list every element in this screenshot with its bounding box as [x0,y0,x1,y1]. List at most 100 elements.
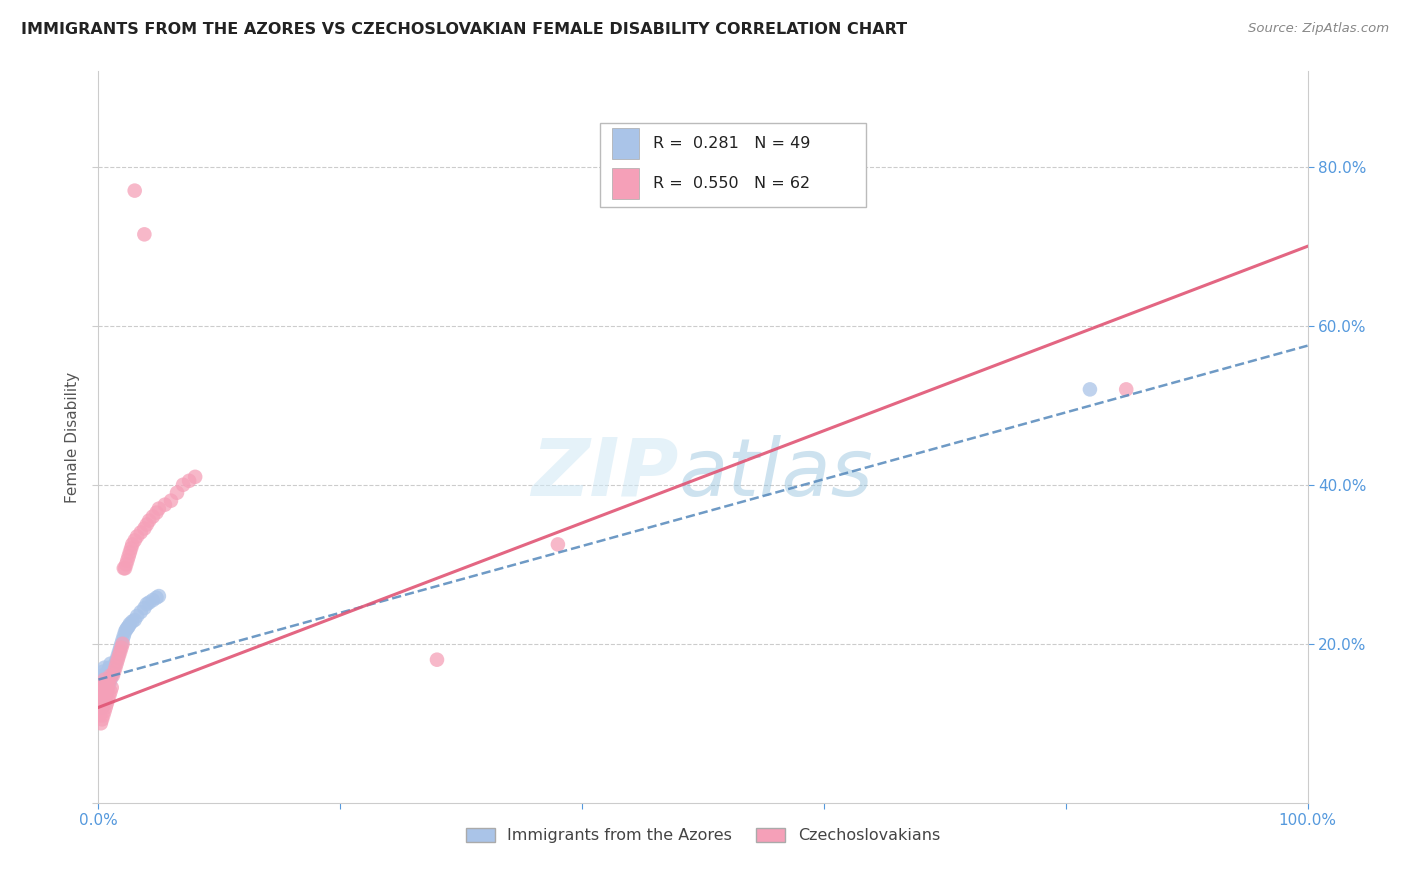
Point [100,684,122,698]
Point [91,697,114,711]
Point [135,517,157,532]
Point [129,525,152,540]
Point [134,521,156,535]
Point [124,184,146,198]
Point [89,708,111,723]
Point [94,689,117,703]
Point [96,697,118,711]
Point [1115,383,1137,397]
Point [91,676,114,690]
Point [94,700,117,714]
Point [118,549,141,564]
Point [89,681,111,695]
Point [110,637,132,651]
Point [90,700,112,714]
Point [94,684,117,698]
Legend: Immigrants from the Azores, Czechoslovakians: Immigrants from the Azores, Czechoslovak… [460,822,946,850]
Point [98,673,121,687]
Point [172,477,194,491]
Point [90,692,112,706]
Point [93,660,115,674]
Point [118,619,141,633]
Point [184,470,207,484]
Point [153,498,176,512]
Point [89,692,111,706]
Point [107,653,129,667]
Point [98,660,121,674]
Point [127,609,149,624]
Point [91,712,114,726]
Point [111,632,134,647]
Point [100,673,122,687]
FancyBboxPatch shape [613,128,638,159]
Point [91,684,114,698]
Point [90,684,112,698]
Point [142,593,165,607]
Point [114,624,136,639]
Point [142,509,165,524]
Point [97,681,120,695]
Y-axis label: Female Disability: Female Disability [65,371,80,503]
Point [91,692,114,706]
Text: atlas: atlas [679,434,873,513]
Point [124,533,146,548]
Point [90,673,112,687]
Point [118,545,141,559]
Point [104,660,127,674]
Point [100,657,122,671]
Point [148,501,170,516]
Point [91,700,114,714]
Point [108,648,131,663]
Point [111,637,134,651]
Point [103,665,125,679]
Text: R =  0.550   N = 62: R = 0.550 N = 62 [654,176,810,191]
Text: R =  0.281   N = 49: R = 0.281 N = 49 [654,136,811,152]
Point [110,640,132,655]
Point [91,681,114,695]
Point [135,597,157,611]
Point [114,561,136,575]
Point [91,697,114,711]
Point [101,665,124,679]
Point [426,653,449,667]
Point [134,227,156,242]
Point [121,537,143,551]
Point [100,668,122,682]
Point [97,676,120,690]
Point [148,589,170,603]
Point [96,684,118,698]
Point [93,673,115,687]
Point [108,645,131,659]
Point [91,708,114,723]
Point [93,676,115,690]
Point [101,668,124,682]
Point [115,623,138,637]
Point [121,615,143,629]
Point [93,689,115,703]
Point [98,689,121,703]
Point [120,541,142,556]
Point [91,681,114,695]
Point [124,613,146,627]
Point [105,653,128,667]
Point [134,601,156,615]
Point [1078,383,1101,397]
Point [179,474,201,488]
Text: ZIP: ZIP [531,434,679,513]
Point [91,665,114,679]
Point [97,692,120,706]
Point [138,595,160,609]
Point [90,716,112,731]
Point [118,616,141,631]
Point [115,558,138,572]
Point [96,668,118,682]
Point [93,692,115,706]
Point [100,681,122,695]
Point [94,673,117,687]
Point [93,705,115,719]
Text: Source: ZipAtlas.com: Source: ZipAtlas.com [1249,22,1389,36]
Point [160,493,183,508]
Text: IMMIGRANTS FROM THE AZORES VS CZECHOSLOVAKIAN FEMALE DISABILITY CORRELATION CHAR: IMMIGRANTS FROM THE AZORES VS CZECHOSLOV… [21,22,907,37]
Point [100,668,122,682]
Point [107,648,129,663]
